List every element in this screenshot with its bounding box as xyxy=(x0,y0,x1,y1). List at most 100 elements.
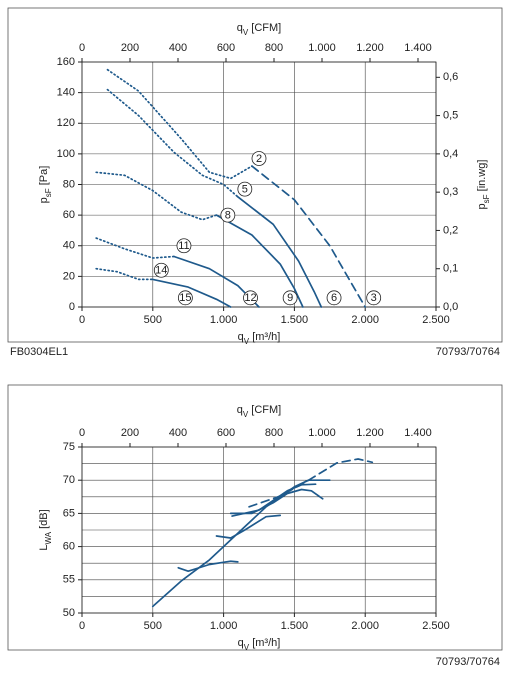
curve-label: 12 xyxy=(244,292,256,304)
y2-tick-label: 0,3 xyxy=(443,186,458,198)
label-suffix: [Pa] xyxy=(38,166,50,189)
y-tick-label: 160 xyxy=(57,56,75,68)
y2-tick-label: 0,6 xyxy=(443,71,458,83)
x-tick-label: 500 xyxy=(144,620,162,632)
x2-axis-title: qV [CFM] xyxy=(237,22,281,37)
x2-tick-label: 1.200 xyxy=(356,427,384,439)
x2-tick-label: 1.000 xyxy=(308,427,336,439)
y2-tick-label: 0,2 xyxy=(443,224,458,236)
curve-marker xyxy=(251,151,267,166)
curve xyxy=(248,458,374,508)
y-tick-label: 120 xyxy=(57,117,75,129)
label-suffix: [in.wg] xyxy=(476,160,488,195)
curve xyxy=(229,488,324,515)
x2-tick-label: 600 xyxy=(217,42,235,54)
curve xyxy=(151,278,232,308)
curve-marker xyxy=(243,290,258,306)
x-tick-label: 1.500 xyxy=(281,314,309,326)
x-tick-label: 1.000 xyxy=(210,314,238,326)
curve xyxy=(251,165,367,308)
y-tick-label: 65 xyxy=(63,507,75,519)
y-tick-label: 50 xyxy=(63,607,75,619)
x-tick-label: 2.500 xyxy=(422,314,450,326)
label-sub: V xyxy=(244,337,250,346)
curve-marker xyxy=(220,207,236,223)
curve xyxy=(95,171,218,221)
x2-tick-label: 1.400 xyxy=(404,427,432,439)
curve-marker xyxy=(177,290,193,306)
curve-marker xyxy=(282,290,298,306)
curve xyxy=(177,560,239,573)
curve-label: 3 xyxy=(371,292,377,304)
x2-tick-label: 1.400 xyxy=(404,42,432,54)
label-main: q xyxy=(238,331,244,343)
curve-marker xyxy=(153,262,169,278)
label-suffix: [m³/h] xyxy=(249,637,280,649)
curve xyxy=(151,479,331,608)
x2-tick-label: 0 xyxy=(79,42,85,54)
curve xyxy=(215,514,282,539)
label-main: p xyxy=(476,203,488,209)
curve xyxy=(106,68,253,180)
x2-tick-label: 400 xyxy=(169,427,187,439)
chart-frame xyxy=(7,7,503,343)
curve xyxy=(236,195,323,308)
curve xyxy=(95,267,154,281)
label-main: q xyxy=(237,404,243,416)
y-tick-label: 100 xyxy=(57,148,75,160)
x2-tick-label: 1.000 xyxy=(308,42,336,54)
x-tick-label: 500 xyxy=(144,314,162,326)
curve-label: 11 xyxy=(178,240,189,252)
y-tick-label: 20 xyxy=(63,270,75,282)
label-main: p xyxy=(38,197,50,203)
curve xyxy=(231,483,317,517)
x2-axis-title: qV [CFM] xyxy=(237,404,281,419)
y-tick-label: 70 xyxy=(63,474,75,486)
curve-marker xyxy=(176,238,192,254)
x2-tick-label: 800 xyxy=(265,427,283,439)
y-axis-title: psF [Pa] xyxy=(38,166,53,204)
label-main: q xyxy=(238,637,244,649)
x2-tick-label: 200 xyxy=(121,427,139,439)
curve xyxy=(215,214,304,308)
y2-tick-label: 0,0 xyxy=(443,301,458,313)
label-sub: sF xyxy=(44,188,53,197)
label-suffix: [CFM] xyxy=(248,404,281,416)
curve-label: 2 xyxy=(256,153,262,165)
x2-tick-label: 200 xyxy=(121,42,139,54)
label-main: L xyxy=(38,545,50,551)
x2-tick-label: 1.200 xyxy=(356,42,384,54)
curve-marker xyxy=(326,290,342,306)
label-suffix: [dB] xyxy=(38,509,50,532)
y-tick-label: 75 xyxy=(63,441,75,453)
y-tick-label: 40 xyxy=(63,240,75,252)
curve-label: 15 xyxy=(179,292,191,304)
x2-tick-label: 600 xyxy=(217,427,235,439)
y2-tick-label: 0,4 xyxy=(443,148,458,160)
y-axis-title: LWA [dB] xyxy=(38,509,53,550)
curve-label: 8 xyxy=(225,210,231,222)
label-sub: sF xyxy=(482,194,491,203)
y-tick-label: 55 xyxy=(63,574,75,586)
y-tick-label: 60 xyxy=(63,541,75,553)
footer-right: 70793/70764 xyxy=(436,656,500,668)
x-tick-label: 2.500 xyxy=(422,620,450,632)
x-tick-label: 2.000 xyxy=(351,620,379,632)
x2-tick-label: 800 xyxy=(265,42,283,54)
curve-marker xyxy=(366,290,382,306)
label-suffix: [m³/h] xyxy=(249,331,280,343)
label-sub: V xyxy=(244,643,250,652)
curve-label: 14 xyxy=(155,265,167,277)
y-tick-label: 0 xyxy=(69,301,75,313)
y-tick-label: 80 xyxy=(63,178,75,190)
label-sub: V xyxy=(243,410,249,419)
curve-marker xyxy=(237,181,253,197)
y2-axis-title: psF [in.wg] xyxy=(476,160,491,210)
x-tick-label: 1.000 xyxy=(210,620,238,632)
curve-label: 9 xyxy=(287,292,293,304)
curve xyxy=(95,237,175,259)
label-sub: WA xyxy=(44,531,53,544)
label-main: q xyxy=(237,22,243,34)
x-axis-title: qV [m³/h] xyxy=(238,331,281,346)
y2-tick-label: 0,5 xyxy=(443,110,458,122)
